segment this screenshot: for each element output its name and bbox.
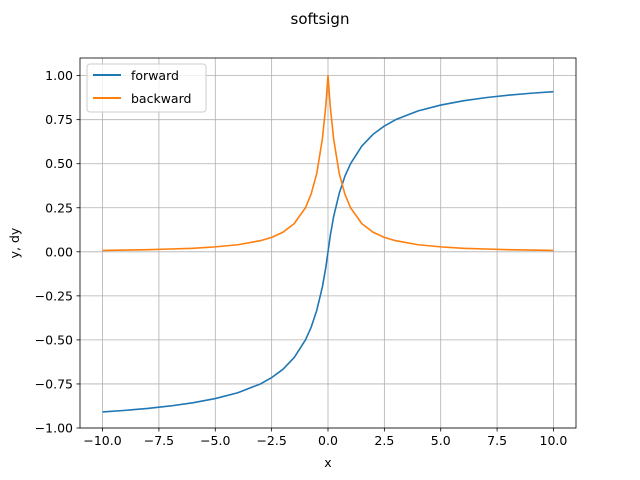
y-tick-label: 0.00 — [45, 244, 73, 259]
x-tick-label: 5.0 — [431, 433, 451, 448]
x-tick-label: 0.0 — [318, 433, 338, 448]
x-axis-label: x — [324, 455, 331, 470]
legend-label-backward: backward — [131, 91, 191, 106]
legend: forward backward — [86, 63, 207, 113]
y-tick-label: 0.50 — [45, 156, 73, 171]
x-tick-label: 7.5 — [487, 433, 507, 448]
chart-title: softsign — [291, 10, 350, 28]
series-lines — [102, 74, 554, 413]
x-tick-label: −2.5 — [256, 433, 286, 448]
legend-label-forward: forward — [131, 68, 179, 83]
y-tick-label: −0.25 — [35, 288, 73, 303]
y-tick-label: 0.75 — [45, 112, 73, 127]
y-tick-label: 0.25 — [45, 200, 73, 215]
y-tick-label: −1.00 — [35, 421, 73, 436]
x-tick-label: −7.5 — [144, 433, 174, 448]
x-tick-label: 10.0 — [540, 433, 568, 448]
y-tick-label: −0.75 — [35, 376, 73, 391]
x-tick-label: −5.0 — [200, 433, 230, 448]
x-axis-ticks: −10.0 −7.5 −5.0 −2.5 0.0 2.5 5.0 7.5 10.0 — [83, 428, 567, 448]
y-tick-label: −0.50 — [35, 332, 73, 347]
y-axis-label: y, dy — [7, 227, 22, 258]
y-tick-label: 1.00 — [45, 68, 73, 83]
y-axis-ticks: −1.00 −0.75 −0.50 −0.25 0.00 0.25 0.50 0.75 1.00 — [35, 68, 80, 436]
x-tick-label: 2.5 — [374, 433, 394, 448]
series-line-forward — [102, 90, 554, 413]
series-line-backward — [102, 74, 554, 252]
x-tick-label: −10.0 — [83, 433, 121, 448]
